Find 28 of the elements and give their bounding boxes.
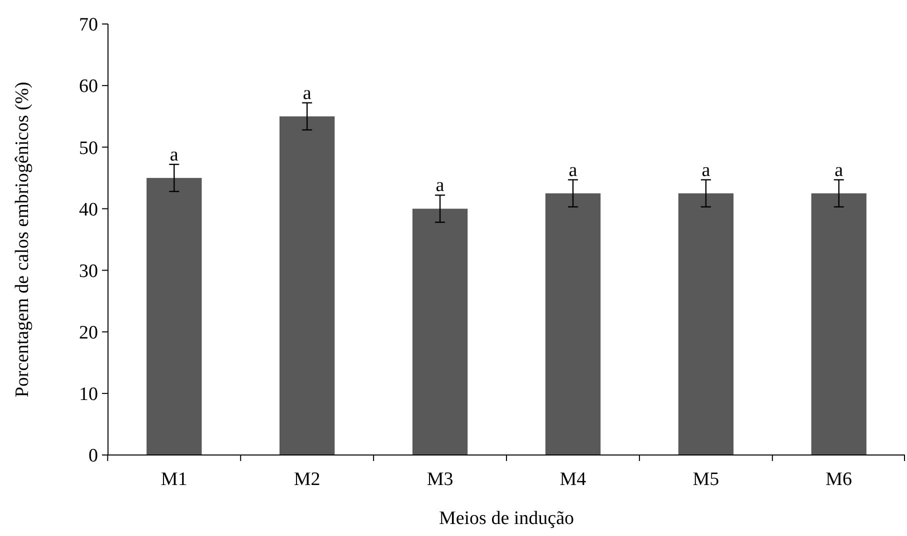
bar	[280, 116, 335, 455]
x-tick-label: M3	[426, 469, 454, 490]
y-axis-title: Porcentagem de calos embriogênicos (%)	[12, 82, 33, 398]
annotation: a	[702, 160, 711, 181]
y-tick-label: 30	[79, 260, 98, 282]
y-tick-label: 40	[79, 199, 98, 220]
x-axis-title: Meios de indução	[438, 508, 574, 529]
bar	[545, 193, 601, 455]
x-tick-label: M1	[160, 469, 188, 490]
annotation: a	[568, 160, 578, 181]
x-tick-label: M4	[560, 469, 587, 490]
y-tick-label: 60	[79, 76, 98, 98]
annotation: a	[170, 144, 179, 166]
bar	[412, 208, 468, 455]
bar	[678, 193, 734, 455]
y-tick-label: 0	[88, 446, 98, 467]
annotation: a	[834, 160, 844, 181]
bar	[146, 178, 202, 455]
y-tick-label: 10	[79, 384, 98, 406]
bar	[811, 193, 866, 455]
annotation: a	[436, 175, 445, 196]
x-tick-label: M2	[294, 469, 320, 490]
y-tick-label: 20	[79, 322, 98, 344]
x-tick-label: M6	[826, 469, 852, 490]
annotation: a	[302, 82, 312, 104]
x-tick-label: M5	[692, 469, 720, 490]
y-tick-label: 70	[79, 14, 98, 36]
y-tick-label: 50	[79, 138, 98, 159]
